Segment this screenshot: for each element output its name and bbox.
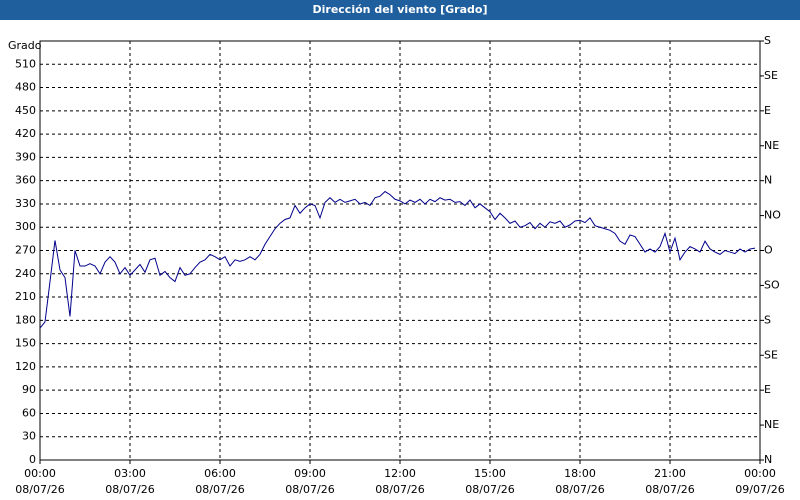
y2-tick-label: NE xyxy=(764,139,779,152)
y-tick-label: 210 xyxy=(15,290,36,303)
chart-title: Dirección del viento [Grado] xyxy=(313,3,488,16)
y-tick-label: 90 xyxy=(22,383,36,396)
x-tick-label: 03:00 08/07/26 xyxy=(105,467,154,496)
y-tick-label: 60 xyxy=(22,406,36,419)
x-tick-label: 00:00 08/07/26 xyxy=(15,467,64,496)
y-tick-label: 180 xyxy=(15,313,36,326)
y2-tick-label: N xyxy=(764,453,772,466)
y-tick-label: 30 xyxy=(22,430,36,443)
x-tick-label: 18:00 08/07/26 xyxy=(555,467,604,496)
y2-tick-label: N xyxy=(764,174,772,187)
y-tick-label: 270 xyxy=(15,244,36,257)
title-bar xyxy=(0,0,800,20)
y-tick-label: 0 xyxy=(29,453,36,466)
y-tick-label: 300 xyxy=(15,220,36,233)
y-tick-label: 420 xyxy=(15,127,36,140)
y-tick-label: 120 xyxy=(15,360,36,373)
y2-tick-label: O xyxy=(764,244,773,257)
y2-tick-label: NE xyxy=(764,418,779,431)
y2-tick-label: S xyxy=(764,313,771,326)
y-axis-label: Grado xyxy=(8,39,42,52)
x-tick-label: 06:00 08/07/26 xyxy=(195,467,244,496)
y2-tick-label: E xyxy=(764,383,771,396)
y-tick-label: 240 xyxy=(15,267,36,280)
data-line xyxy=(39,190,756,329)
y-tick-label: 510 xyxy=(15,57,36,70)
y-tick-label: 480 xyxy=(15,81,36,94)
x-tick-label: 12:00 08/07/26 xyxy=(375,467,424,496)
y2-tick-label: SO xyxy=(764,278,780,291)
y-tick-label: 330 xyxy=(15,197,36,210)
x-tick-label: 21:00 08/07/26 xyxy=(645,467,694,496)
x-tick-label: 15:00 08/07/26 xyxy=(465,467,514,496)
y2-tick-label: E xyxy=(764,104,771,117)
y-tick-label: 150 xyxy=(15,337,36,350)
x-tick-label: 09:00 08/07/26 xyxy=(285,467,334,496)
y-tick-label: 390 xyxy=(15,150,36,163)
y2-tick-label: NO xyxy=(764,209,781,222)
y2-tick-label: SE xyxy=(764,348,778,361)
y-tick-label: 360 xyxy=(15,174,36,187)
y2-tick-label: SE xyxy=(764,69,778,82)
y-tick-label: 450 xyxy=(15,104,36,117)
x-tick-label: 00:00 09/07/26 xyxy=(735,467,784,496)
y2-tick-label: S xyxy=(764,34,771,47)
